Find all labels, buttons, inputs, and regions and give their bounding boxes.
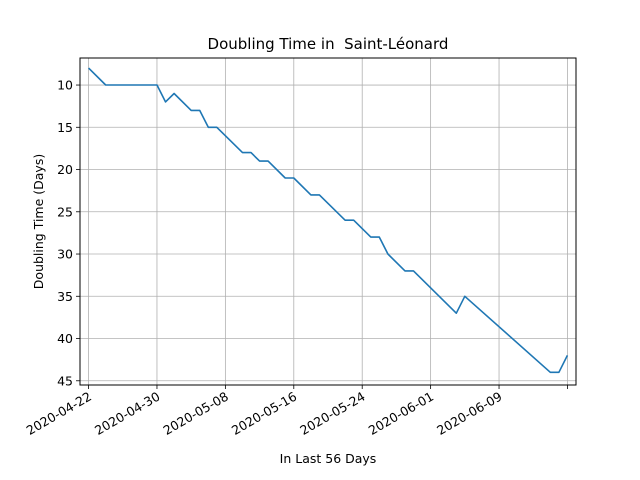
- chart-title: Doubling Time in Saint-Léonard: [208, 35, 449, 53]
- y-tick-label: 45: [57, 373, 73, 388]
- x-tick-label: 2020-05-24: [297, 389, 367, 438]
- series-layer: [88, 67, 569, 374]
- x-axis-ticks: 2020-04-222020-04-302020-05-082020-05-16…: [24, 385, 568, 438]
- y-tick-label: 40: [57, 331, 73, 346]
- grid: [80, 58, 576, 385]
- y-tick-label: 20: [57, 162, 73, 177]
- x-tick-label: 2020-04-30: [92, 389, 162, 438]
- x-tick-label: 2020-05-08: [160, 389, 230, 438]
- x-tick-label: 2020-05-16: [229, 389, 299, 438]
- x-tick-label: 2020-04-22: [24, 389, 94, 438]
- series-line: [88, 67, 569, 374]
- x-tick-label: 2020-06-01: [366, 389, 436, 438]
- y-tick-label: 15: [57, 120, 73, 135]
- y-tick-label: 30: [57, 247, 73, 262]
- y-axis-ticks: 10 15 20 25 30 35 40 45: [57, 78, 80, 388]
- y-tick-label: 10: [57, 78, 73, 93]
- y-tick-label: 35: [57, 289, 73, 304]
- y-axis-label: Doubling Time (Days): [31, 154, 46, 289]
- x-axis-label: In Last 56 Days: [280, 451, 377, 466]
- y-tick-label: 25: [57, 204, 73, 219]
- x-tick-label: 2020-06-09: [434, 389, 504, 438]
- plot-area-frame: [79, 57, 577, 386]
